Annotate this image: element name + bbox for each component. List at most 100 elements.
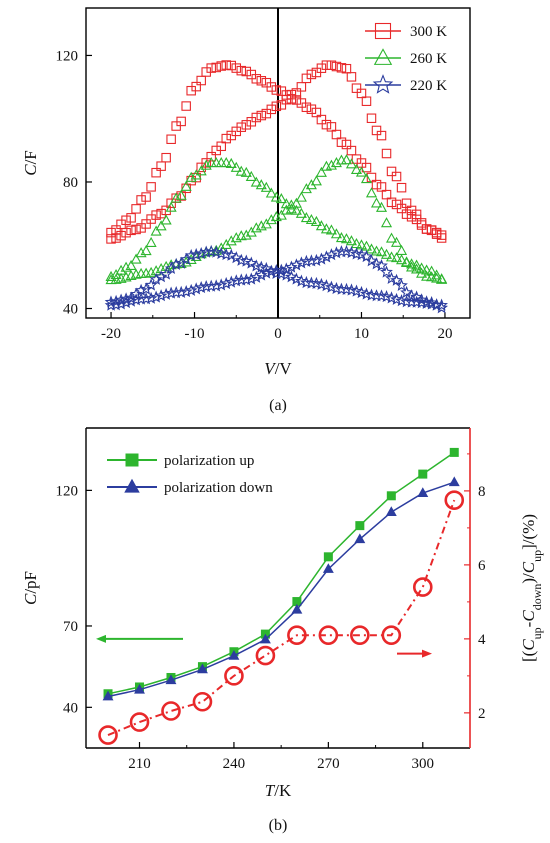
data-point bbox=[436, 273, 448, 284]
data-point bbox=[105, 270, 117, 281]
data-point bbox=[385, 232, 398, 243]
label-part: C bbox=[519, 610, 538, 622]
data-point bbox=[285, 203, 297, 214]
data-point bbox=[350, 163, 363, 175]
data-point bbox=[241, 66, 252, 77]
data-point bbox=[421, 264, 433, 275]
label-part: ]/(%) bbox=[519, 514, 538, 550]
data-point bbox=[139, 292, 153, 305]
data-point bbox=[285, 270, 298, 283]
data-point bbox=[356, 88, 367, 99]
x-tick-label: 270 bbox=[317, 756, 340, 772]
data-point bbox=[240, 229, 252, 240]
data-point bbox=[224, 275, 238, 288]
data-point bbox=[286, 94, 297, 104]
data-point bbox=[271, 101, 282, 112]
y-axis-label: C/F bbox=[21, 150, 40, 176]
data-point bbox=[435, 301, 448, 314]
data-point bbox=[431, 269, 443, 280]
data-point bbox=[300, 212, 312, 223]
data-point bbox=[290, 258, 303, 271]
data-point bbox=[375, 201, 388, 212]
data-point bbox=[221, 133, 231, 144]
data-point bbox=[230, 232, 242, 243]
data-point bbox=[146, 182, 156, 192]
data-point bbox=[323, 552, 333, 562]
data-point bbox=[125, 259, 137, 270]
data-point bbox=[280, 268, 293, 281]
data-point bbox=[331, 61, 342, 72]
data-point bbox=[184, 248, 198, 262]
series-300-k bbox=[106, 60, 447, 244]
label-part: T bbox=[265, 781, 276, 800]
data-point bbox=[426, 265, 438, 276]
data-point bbox=[166, 134, 176, 144]
data-point bbox=[275, 193, 287, 204]
data-point bbox=[341, 139, 352, 150]
data-point bbox=[291, 88, 302, 98]
data-point bbox=[416, 267, 428, 278]
data-point bbox=[259, 261, 273, 275]
data-point bbox=[126, 225, 136, 236]
data-point bbox=[194, 280, 208, 294]
data-point bbox=[116, 230, 126, 241]
data-point bbox=[325, 159, 337, 170]
data-point bbox=[340, 154, 353, 165]
data-point bbox=[192, 691, 213, 712]
data-point bbox=[166, 198, 176, 209]
data-point bbox=[206, 151, 216, 162]
data-point bbox=[336, 63, 347, 73]
x-tick-label: -20 bbox=[101, 326, 121, 342]
data-point bbox=[385, 251, 398, 262]
data-point bbox=[161, 701, 181, 721]
data-point bbox=[306, 104, 317, 114]
data-point bbox=[395, 254, 408, 265]
data-point bbox=[449, 447, 459, 457]
series-difference bbox=[98, 490, 465, 745]
data-point bbox=[386, 197, 397, 208]
data-point bbox=[164, 261, 178, 275]
data-point bbox=[124, 294, 138, 307]
data-point bbox=[330, 246, 343, 259]
data-point bbox=[134, 683, 145, 694]
data-point bbox=[310, 175, 322, 186]
data-point bbox=[390, 273, 403, 286]
data-point bbox=[264, 264, 278, 278]
data-point bbox=[114, 293, 128, 306]
data-point bbox=[195, 165, 207, 176]
data-point bbox=[229, 251, 243, 264]
data-point bbox=[280, 262, 293, 275]
data-point bbox=[396, 203, 407, 214]
data-point bbox=[219, 276, 233, 290]
data-point bbox=[321, 119, 332, 130]
data-point bbox=[355, 521, 365, 531]
data-point bbox=[271, 85, 282, 95]
data-point bbox=[287, 625, 307, 645]
data-point bbox=[371, 179, 382, 190]
data-point bbox=[375, 259, 388, 272]
data-point bbox=[251, 112, 262, 123]
data-point bbox=[104, 295, 118, 308]
data-point bbox=[255, 179, 267, 190]
x-tick-label: 10 bbox=[354, 326, 369, 342]
data-point bbox=[290, 272, 303, 285]
data-point bbox=[346, 145, 357, 156]
y-tick-label: 120 bbox=[56, 48, 79, 64]
data-point bbox=[416, 218, 427, 228]
data-point bbox=[444, 490, 465, 510]
data-point bbox=[310, 253, 323, 266]
data-point bbox=[226, 60, 237, 71]
data-point bbox=[126, 213, 136, 223]
data-point bbox=[326, 60, 337, 70]
data-point bbox=[169, 257, 183, 271]
data-point bbox=[139, 282, 153, 295]
data-point bbox=[322, 563, 334, 573]
data-point bbox=[216, 141, 226, 152]
series-220-k bbox=[104, 244, 448, 314]
legend-label: 260 K bbox=[410, 51, 447, 67]
series-line bbox=[107, 481, 455, 698]
data-point bbox=[410, 290, 423, 303]
label-part: /K bbox=[274, 781, 292, 800]
data-point bbox=[280, 198, 292, 209]
arrow-head-right bbox=[422, 649, 432, 658]
